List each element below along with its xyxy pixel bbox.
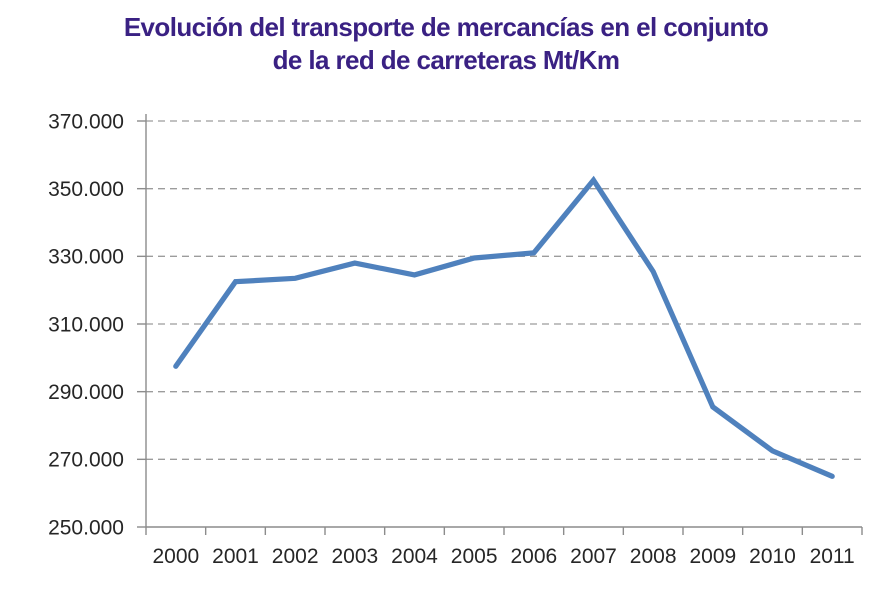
x-tick-label: 2004 xyxy=(391,545,438,568)
gridlines xyxy=(146,120,862,460)
y-tick-label: 350.000 xyxy=(48,178,124,201)
x-tick-label: 2001 xyxy=(212,545,259,568)
chart-title-line-1: Evolución del transporte de mercancías e… xyxy=(123,12,769,42)
y-tick-label: 310.000 xyxy=(48,313,124,336)
x-tick-label: 2008 xyxy=(630,545,677,568)
y-tick-label: 250.000 xyxy=(48,516,124,539)
y-tick-label: 330.000 xyxy=(48,246,124,269)
data-line-transporte-mercancias xyxy=(173,175,835,479)
x-tick-label: 2000 xyxy=(152,545,199,568)
x-tick-labels: 2000 2001 2002 2003 2004 2005 2006 2007 2008 2009… xyxy=(152,545,854,568)
chart-title-line-2: de la red de carreteras Mt/Km xyxy=(272,45,620,75)
chart-title: Evolución del transporte de mercancías e… xyxy=(0,11,892,77)
x-tick-label: 2003 xyxy=(331,545,378,568)
y-axis xyxy=(137,114,147,528)
x-tick-label: 2009 xyxy=(689,545,736,568)
x-axis xyxy=(145,526,863,535)
y-tick-labels: 250.000 270.000 290.000 310.000 330.000 350.0… xyxy=(48,110,124,539)
y-tick-label: 290.000 xyxy=(48,381,124,404)
y-tick-label: 370.000 xyxy=(48,110,124,133)
x-tick-label: 2002 xyxy=(272,545,319,568)
x-tick-label: 2005 xyxy=(451,545,498,568)
x-tick-label: 2011 xyxy=(810,545,855,568)
x-tick-label: 2007 xyxy=(570,545,617,568)
y-tick-label: 270.000 xyxy=(48,449,124,472)
x-tick-label: 2006 xyxy=(510,545,557,568)
x-tick-label: 2010 xyxy=(749,545,796,568)
